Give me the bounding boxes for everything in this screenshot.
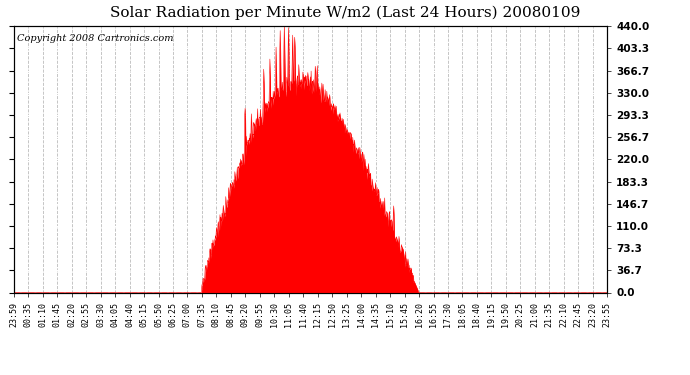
- Text: Copyright 2008 Cartronics.com: Copyright 2008 Cartronics.com: [17, 34, 173, 43]
- Text: Solar Radiation per Minute W/m2 (Last 24 Hours) 20080109: Solar Radiation per Minute W/m2 (Last 24…: [110, 6, 580, 20]
